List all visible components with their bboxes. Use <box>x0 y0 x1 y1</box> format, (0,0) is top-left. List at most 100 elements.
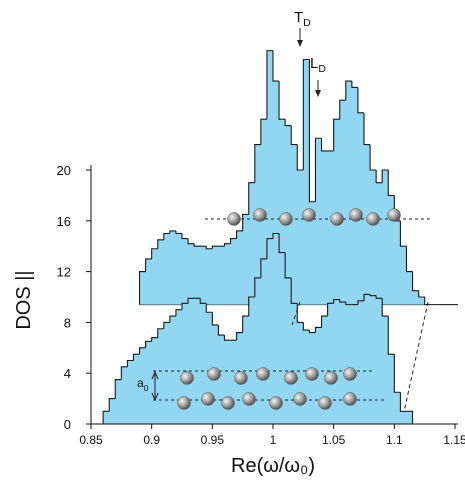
bar-outline <box>381 169 389 183</box>
bar-outline <box>308 330 316 334</box>
bar-outline <box>302 58 310 170</box>
bar <box>321 150 328 305</box>
bar <box>157 328 165 424</box>
x-tick-label: 0.9 <box>143 433 160 447</box>
x-tick-label: 1.1 <box>386 433 403 447</box>
bar-outline <box>157 239 164 249</box>
bar-outline <box>393 354 401 393</box>
bar <box>182 303 189 424</box>
bar-outline <box>260 118 267 145</box>
bar <box>364 294 371 424</box>
bar-outline <box>284 252 292 279</box>
bar-outline <box>296 303 304 323</box>
bar-outline <box>126 359 134 367</box>
bar <box>345 81 353 305</box>
bar <box>291 303 298 424</box>
bar-outline <box>284 119 292 127</box>
bar-outline <box>345 80 352 101</box>
annotation-subscript: 0 <box>144 383 149 393</box>
bar <box>266 50 274 305</box>
bar-outline <box>266 238 273 259</box>
annotation: a0 <box>137 376 149 393</box>
bar-outline <box>314 326 322 333</box>
bar-outline <box>181 233 189 240</box>
bar-outline <box>302 322 310 331</box>
bar <box>236 230 244 305</box>
bar <box>285 277 292 424</box>
bar-outline <box>242 315 249 333</box>
bar <box>242 214 250 305</box>
bar <box>139 347 146 424</box>
bar-outline <box>205 303 213 313</box>
atom <box>256 367 270 381</box>
bar <box>370 295 377 424</box>
bar <box>212 246 219 305</box>
bar <box>230 238 237 305</box>
atom <box>387 208 401 222</box>
atom <box>234 371 248 385</box>
bar-outline <box>351 81 358 88</box>
bar <box>145 258 153 305</box>
atom <box>180 371 194 385</box>
bar-outline <box>254 144 261 183</box>
atom <box>284 371 298 385</box>
y-tick-label: 12 <box>57 265 71 280</box>
bar <box>188 298 195 424</box>
atom <box>242 392 256 406</box>
bar-outline <box>369 144 377 171</box>
atom <box>343 392 357 406</box>
bar-outline <box>327 302 334 317</box>
atom <box>318 396 332 410</box>
bar-outline <box>169 315 176 323</box>
bar-outline <box>357 300 364 305</box>
x-tick-label: 0.95 <box>201 433 225 447</box>
bar <box>327 303 335 424</box>
annotation: TD <box>294 9 311 29</box>
bar <box>376 182 383 305</box>
bar-outline <box>387 170 395 196</box>
bar-outline <box>320 315 328 328</box>
bar <box>139 271 146 305</box>
bar-outline <box>236 230 243 239</box>
bar <box>163 233 171 305</box>
bar <box>200 303 207 424</box>
bar-outline <box>278 81 286 120</box>
bar-outline <box>211 312 219 326</box>
bar-outline <box>242 213 249 231</box>
bar-outline <box>145 340 152 348</box>
atom <box>177 396 191 410</box>
bar <box>364 144 371 305</box>
bar <box>206 248 213 305</box>
x-axis-label: Re(ω/ω₀) <box>231 455 315 477</box>
bar <box>297 170 304 305</box>
annotation-subscript: D <box>318 63 326 75</box>
bar-outline <box>399 392 407 412</box>
bar <box>406 271 413 305</box>
bar-outline <box>248 296 255 317</box>
bar <box>254 277 262 424</box>
annotation-text: L <box>310 55 318 72</box>
y-tick-label: 20 <box>57 163 71 178</box>
bar <box>194 298 201 424</box>
bar-outline <box>345 302 352 306</box>
bar <box>151 248 159 305</box>
atom <box>343 367 357 381</box>
bar-outline <box>405 246 413 273</box>
bar-outline <box>108 398 116 412</box>
bar <box>218 335 225 424</box>
bar-outline <box>387 316 395 355</box>
bar-outline <box>314 137 322 202</box>
atom <box>253 208 267 222</box>
spacing-arrow-heads <box>151 370 159 402</box>
bar-outline <box>290 125 298 146</box>
bar <box>357 300 365 424</box>
bar-outline <box>175 309 182 317</box>
annotation-text: a <box>137 376 144 390</box>
x-tick-label: 0.85 <box>79 433 103 447</box>
x-tick-label: 1 <box>270 433 277 447</box>
bar <box>266 238 274 424</box>
bar <box>133 354 140 424</box>
bar-outline <box>211 245 219 249</box>
annotation: LD <box>310 55 326 75</box>
